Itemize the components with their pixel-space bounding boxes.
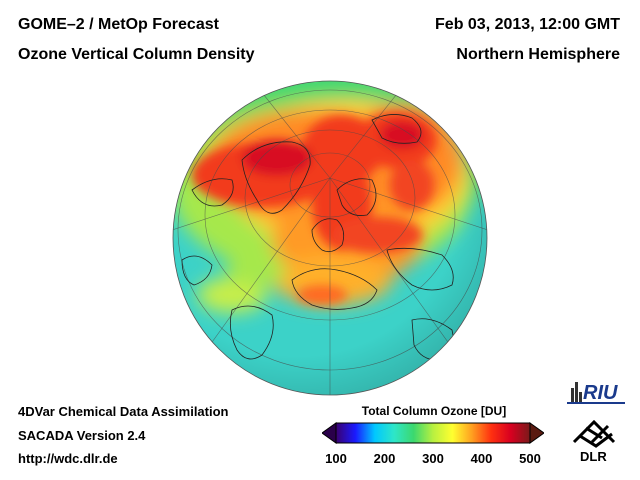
hemisphere-label: Northern Hemisphere bbox=[456, 46, 620, 63]
ozone-field bbox=[173, 81, 487, 395]
version-label: SACADA Version 2.4 bbox=[18, 428, 146, 443]
map-title: GOME–2 / MetOp Forecast bbox=[18, 16, 219, 33]
colorbar-tick-label: 300 bbox=[422, 451, 444, 466]
dlr-emblem-icon bbox=[572, 419, 616, 448]
colorbar-tick-label: 400 bbox=[470, 451, 493, 466]
method-label: 4DVar Chemical Data Assimilation bbox=[18, 404, 229, 419]
source-url[interactable]: http://wdc.dlr.de bbox=[18, 451, 118, 466]
dlr-logo-text: DLR bbox=[580, 449, 607, 464]
colorbar-low-arrow bbox=[322, 422, 337, 444]
colorbar-title: Total Column Ozone [DU] bbox=[361, 404, 507, 418]
colorbar-tick-label: 100 bbox=[325, 451, 347, 466]
map-subtitle: Ozone Vertical Column Density bbox=[18, 46, 255, 63]
colorbar-tick-label: 500 bbox=[519, 451, 541, 466]
riu-logo-text: RIU bbox=[583, 382, 618, 404]
riu-logo: RIU bbox=[567, 382, 625, 404]
ozone-globe-map bbox=[172, 80, 488, 396]
forecast-date: Feb 03, 2013, 12:00 GMT bbox=[435, 16, 620, 33]
colorbar-tick-label: 200 bbox=[373, 451, 396, 466]
colorbar-gradient bbox=[335, 422, 531, 444]
ozone-colorbar bbox=[322, 422, 544, 444]
colorbar-high-arrow bbox=[529, 422, 544, 444]
